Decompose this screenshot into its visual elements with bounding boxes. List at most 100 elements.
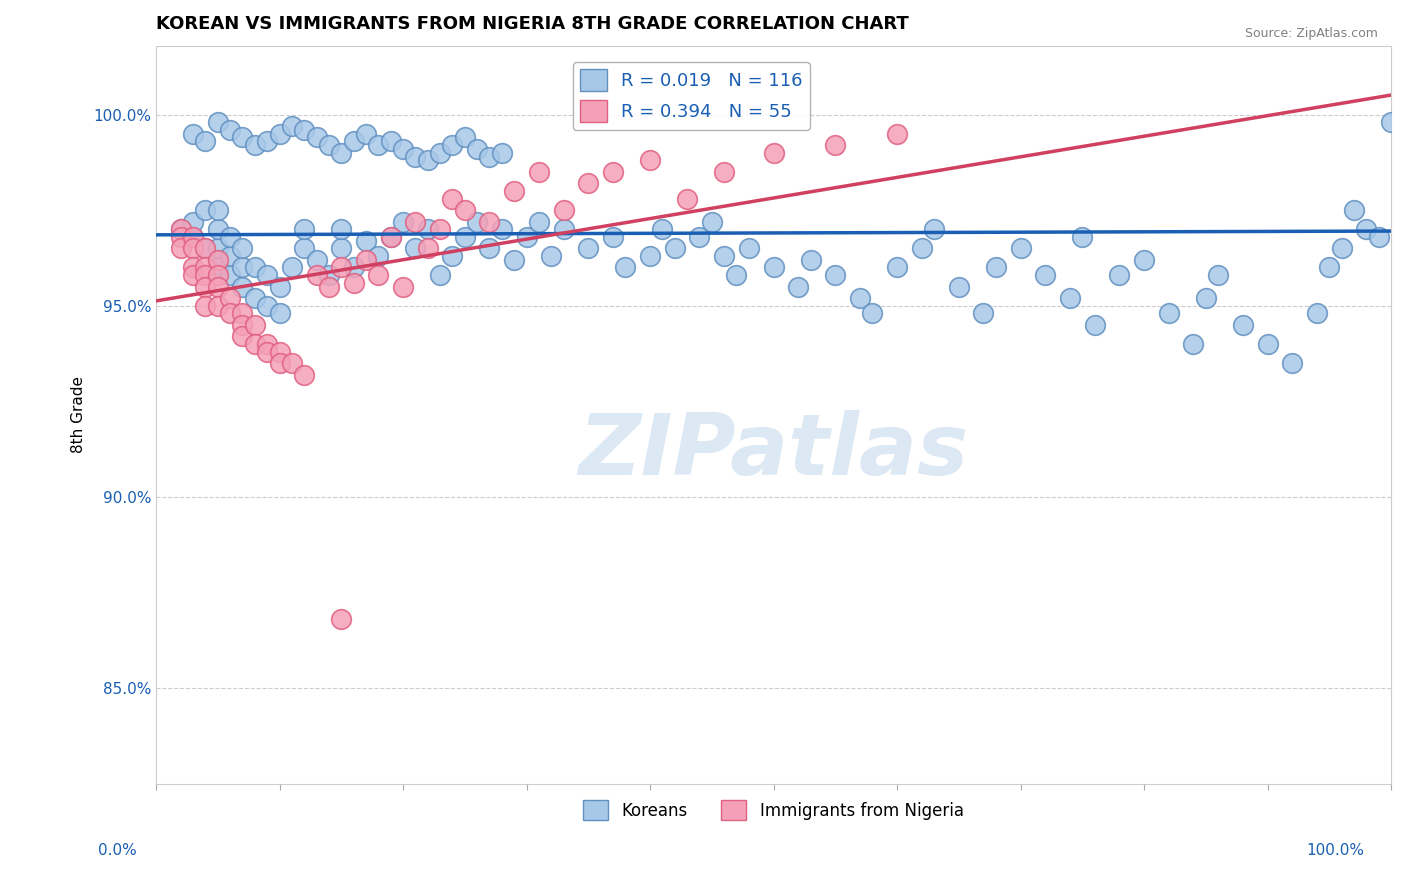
Point [478,241,501,255]
Point [1306,306,1329,320]
Text: KOREAN VS IMMIGRANTS FROM NIGERIA 8TH GRADE CORRELATION CHART: KOREAN VS IMMIGRANTS FROM NIGERIA 8TH GR… [156,15,908,33]
Point [367,249,389,263]
Point [292,222,315,236]
Point [886,127,908,141]
Point [392,142,415,156]
Point [207,260,229,275]
Point [231,329,253,343]
Point [1133,252,1156,267]
Point [194,241,217,255]
Point [762,145,785,160]
Point [281,356,304,370]
Point [392,279,415,293]
Text: Source: ZipAtlas.com: Source: ZipAtlas.com [1244,27,1378,40]
Point [181,260,204,275]
Point [404,150,426,164]
Point [367,268,389,282]
Point [676,192,699,206]
Point [330,612,353,626]
Point [207,268,229,282]
Point [219,306,242,320]
Point [1071,230,1094,244]
Point [1033,268,1056,282]
Point [527,214,550,228]
Point [292,241,315,255]
Point [576,177,599,191]
Point [219,123,242,137]
Point [1232,318,1254,332]
Point [354,127,377,141]
Point [762,260,785,275]
Point [330,222,353,236]
Point [269,344,291,359]
Point [194,268,217,282]
Point [243,260,266,275]
Point [330,260,353,275]
Point [429,145,451,160]
Point [243,337,266,351]
Text: 0.0%: 0.0% [98,843,138,858]
Point [194,241,217,255]
Point [207,252,229,267]
Point [948,279,970,293]
Point [170,230,193,244]
Point [243,318,266,332]
Point [1084,318,1107,332]
Point [281,119,304,133]
Point [1182,337,1205,351]
Point [194,134,217,148]
Point [181,230,204,244]
Point [800,252,823,267]
Point [231,279,253,293]
Point [713,165,735,179]
Point [972,306,994,320]
Point [638,153,661,168]
Point [292,368,315,382]
Point [553,203,575,218]
Point [688,230,710,244]
Point [194,279,217,293]
Point [576,241,599,255]
Point [380,230,402,244]
Point [170,222,193,236]
Point [269,306,291,320]
Point [1281,356,1303,370]
Point [1195,291,1218,305]
Point [343,260,366,275]
Point [651,222,673,236]
Point [343,134,366,148]
Point [231,130,253,145]
Point [354,252,377,267]
Point [416,153,439,168]
Point [380,230,402,244]
Point [231,306,253,320]
Point [231,241,253,255]
Point [170,241,193,255]
Point [318,268,340,282]
Point [181,127,204,141]
Point [194,299,217,313]
Point [256,344,278,359]
Point [330,145,353,160]
Point [1010,241,1032,255]
Point [638,249,661,263]
Point [527,165,550,179]
Point [824,138,846,153]
Point [1206,268,1229,282]
Point [911,241,934,255]
Point [181,214,204,228]
Point [256,299,278,313]
Point [441,192,464,206]
Point [243,291,266,305]
Point [503,184,526,198]
Point [922,222,945,236]
Point [713,249,735,263]
Point [1368,230,1391,244]
Point [1256,337,1278,351]
Point [429,268,451,282]
Point [181,230,204,244]
Point [181,268,204,282]
Point [343,276,366,290]
Point [305,130,328,145]
Point [1317,260,1340,275]
